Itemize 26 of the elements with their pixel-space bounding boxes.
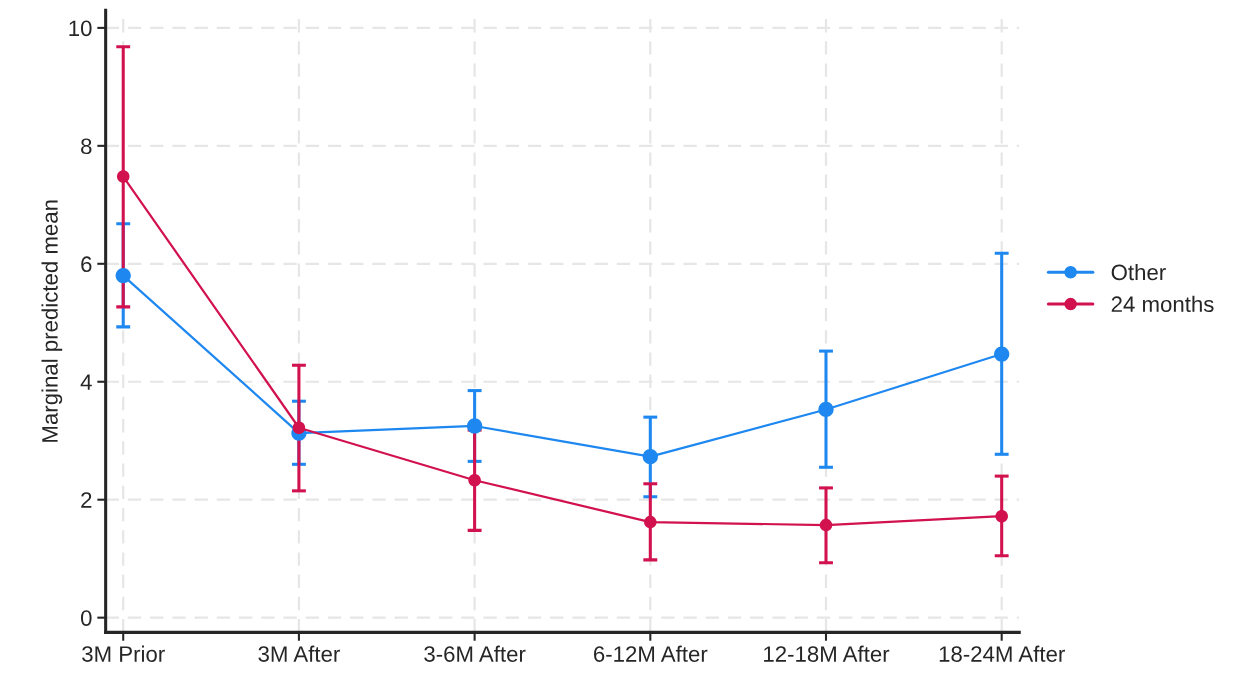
y-tick-label: 10 <box>69 20 92 37</box>
point <box>292 421 306 434</box>
x-tick-label: 12-18M After <box>764 645 890 662</box>
point <box>819 518 833 532</box>
point <box>466 418 483 434</box>
y-tick-label: 0 <box>80 610 92 626</box>
x-tick-label: 6-12M After <box>594 645 708 662</box>
x-tick-label: 3M Prior <box>82 645 165 662</box>
point <box>994 346 1010 362</box>
point <box>468 473 481 487</box>
y-tick-label: 8 <box>81 138 92 155</box>
point <box>644 515 657 529</box>
legend-label: Other <box>1111 263 1166 281</box>
point <box>642 449 658 465</box>
y-tick-label: 4 <box>80 374 92 390</box>
point <box>115 267 131 284</box>
point <box>995 509 1008 523</box>
y-tick-label: 6 <box>81 256 92 273</box>
point <box>116 170 130 183</box>
point <box>818 401 834 418</box>
legend-label: 24 months <box>1111 295 1214 313</box>
x-tick-label: 18-24M After <box>939 645 1065 662</box>
x-tick-label: 3M After <box>258 645 340 662</box>
y-axis-title: Marginal predicted mean <box>41 200 63 442</box>
y-tick-label: 2 <box>81 492 92 508</box>
x-tick-label: 3-6M After <box>424 645 526 662</box>
